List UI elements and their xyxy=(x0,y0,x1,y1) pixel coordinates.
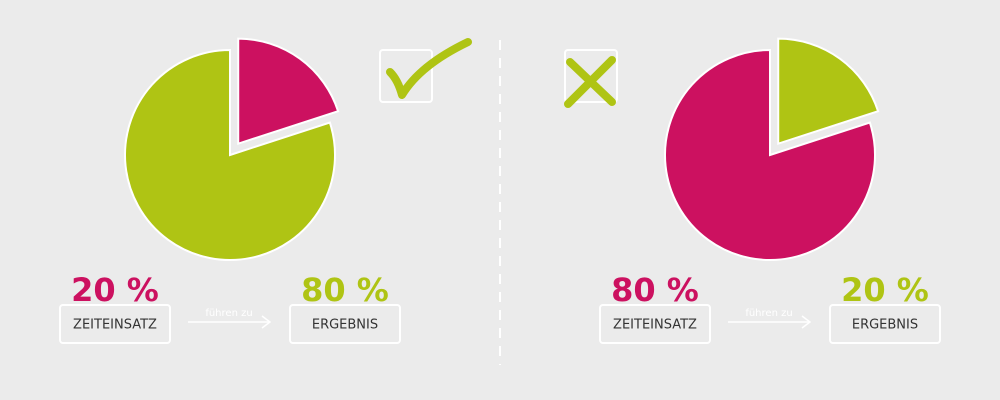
value-label: 20 % xyxy=(71,271,159,309)
category-label: ERGEBNIS xyxy=(312,318,378,333)
category-label: ERGEBNIS xyxy=(852,318,918,333)
label-box xyxy=(289,304,401,344)
cross-icon xyxy=(564,49,618,108)
category-label: ZEITEINSATZ xyxy=(613,318,697,333)
label-box xyxy=(59,304,171,344)
check-icon xyxy=(379,38,472,103)
pie-slice xyxy=(664,48,876,261)
pie-slice xyxy=(124,48,336,261)
category-label: ZEITEINSATZ xyxy=(73,318,157,333)
annotation: führen zu xyxy=(745,308,792,319)
value-label: 20 % xyxy=(841,271,929,309)
arrow-head xyxy=(801,315,812,329)
label-box xyxy=(599,304,711,344)
label-box xyxy=(829,304,941,344)
arrow-head xyxy=(261,315,272,329)
pie-slice xyxy=(777,37,880,146)
annotation: führen zu xyxy=(205,308,252,319)
value-label: 80 % xyxy=(301,271,389,309)
pie-slice xyxy=(237,37,340,146)
value-label: 80 % xyxy=(611,271,699,309)
